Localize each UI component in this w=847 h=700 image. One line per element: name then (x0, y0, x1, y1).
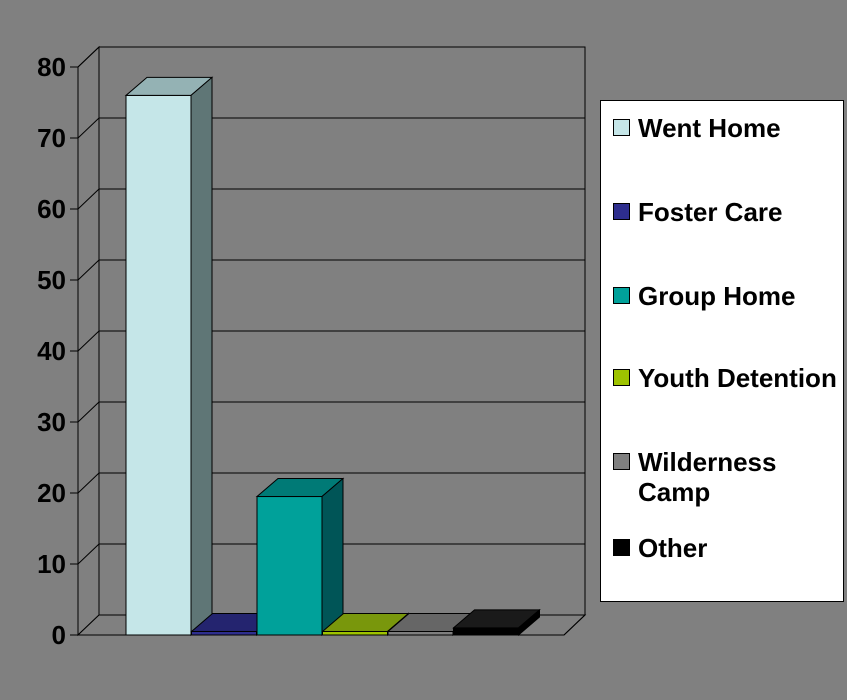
legend-item-other: Other (613, 533, 838, 563)
y-tick-label: 50 (37, 265, 66, 295)
gridline-diagonal (77, 401, 100, 423)
y-tick-label: 40 (37, 336, 66, 366)
legend-swatch (613, 119, 630, 136)
legend-item-foster-care: Foster Care (613, 197, 838, 227)
bar-group-home (255, 477, 345, 637)
y-tick-label: 70 (37, 123, 66, 153)
legend-swatch (613, 287, 630, 304)
y-tick-label: 20 (37, 478, 66, 508)
legend: Went Home Foster Care Group Home Youth D… (600, 100, 844, 602)
legend-item-youth-detention: Youth Detention (613, 363, 838, 393)
y-tick-label: 60 (37, 194, 66, 224)
legend-label: Other (638, 533, 708, 563)
gridline-diagonal (77, 543, 100, 565)
gridline-diagonal (77, 472, 100, 494)
legend-item-went-home: Went Home (613, 113, 838, 143)
y-axis: 0 10 20 30 40 50 60 70 80 (37, 52, 586, 650)
legend-swatch (613, 203, 630, 220)
y-tick-label: 30 (37, 407, 66, 437)
bars (124, 76, 541, 637)
legend-label: Foster Care (638, 197, 783, 227)
legend-swatch (613, 453, 630, 470)
y-tick-label: 10 (37, 549, 66, 579)
gridline-diagonal (77, 188, 100, 210)
bar-side (190, 76, 213, 637)
bar-front (453, 627, 519, 636)
bar-front (125, 94, 192, 636)
legend-swatch (613, 539, 630, 556)
legend-label: Wilderness Camp (638, 447, 777, 507)
y-tick-label: 0 (52, 620, 66, 650)
gridline-diagonal (77, 330, 100, 352)
legend-label: Youth Detention (638, 363, 837, 393)
gridline-diagonal (77, 46, 100, 68)
bar-went-home (124, 76, 214, 637)
legend-item-group-home: Group Home (613, 281, 838, 311)
bar-front (322, 630, 388, 636)
x-axis-edge (563, 614, 586, 636)
legend-swatch (613, 369, 630, 386)
bar-side (321, 477, 344, 637)
legend-label: Group Home (638, 281, 796, 311)
bar-front (191, 630, 257, 636)
y-tick-label: 80 (37, 52, 66, 82)
bar-front (387, 630, 454, 636)
legend-label: Went Home (638, 113, 781, 143)
gridline-diagonal (77, 259, 100, 281)
bar-front (256, 496, 323, 636)
bar-side (518, 608, 540, 637)
gridline-diagonal (77, 117, 100, 139)
legend-item-wilderness-camp: Wilderness Camp (613, 447, 838, 507)
bar-other (452, 608, 541, 637)
